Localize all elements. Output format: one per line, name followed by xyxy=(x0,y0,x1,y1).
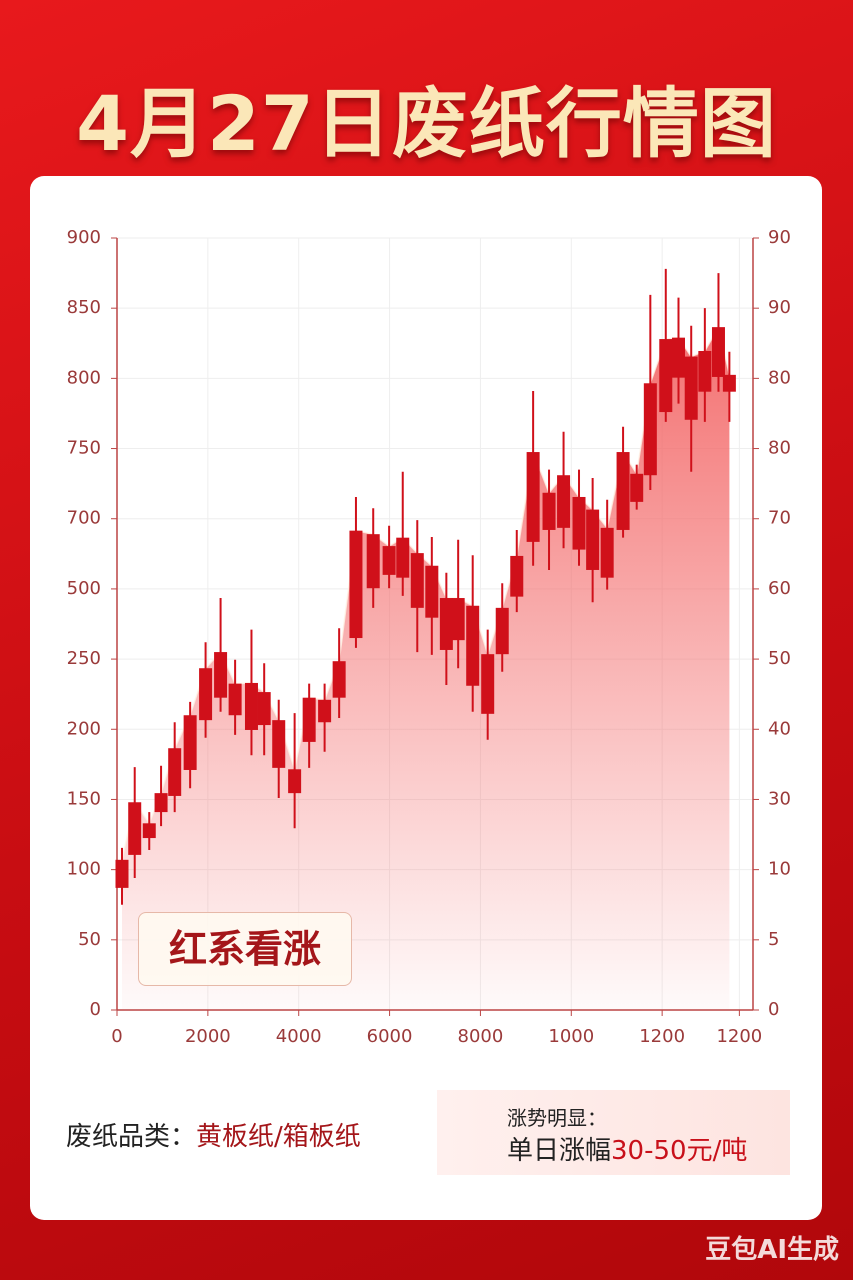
candle-body xyxy=(183,715,197,770)
y-tick-label: 900 xyxy=(67,227,101,248)
area xyxy=(122,327,730,1011)
candle-body xyxy=(228,683,242,716)
candle-body xyxy=(671,337,685,378)
y2-tick-label: 10 xyxy=(768,859,791,880)
title: 4月27日废纸行情图 xyxy=(76,79,777,168)
category-line: 废纸品类：黄板纸/箱板纸 xyxy=(66,1116,361,1153)
candle-body xyxy=(128,802,142,855)
y-tick-label: 200 xyxy=(67,718,101,739)
candle-body xyxy=(466,605,480,686)
candle-body xyxy=(214,652,228,698)
y2-tick-label: 90 xyxy=(768,297,791,318)
candle-body xyxy=(526,452,540,542)
trend-box: 涨势明显： 单日涨幅30-50元/吨 xyxy=(437,1090,790,1175)
y2-tick-label: 40 xyxy=(768,718,791,739)
trend-label: 涨势明显： xyxy=(507,1106,607,1130)
y2-tick-label: 70 xyxy=(768,508,791,529)
candle-body xyxy=(168,748,182,796)
x-tick-label: 1200 xyxy=(716,1026,762,1047)
candle-body xyxy=(586,509,600,570)
x-tick-label: 4000 xyxy=(276,1026,322,1047)
y2-tick-label: 80 xyxy=(768,438,791,459)
candle-body xyxy=(510,555,524,597)
candle-body xyxy=(142,823,156,839)
y2-tick-label: 50 xyxy=(768,648,791,669)
x-tick-label: 2000 xyxy=(185,1026,231,1047)
candle-body xyxy=(711,327,725,377)
candle-body xyxy=(722,374,736,392)
y-tick-label: 100 xyxy=(67,859,101,880)
candle-body xyxy=(115,859,129,888)
candle-body xyxy=(630,473,644,502)
trend-line: 单日涨幅30-50元/吨 xyxy=(507,1130,747,1167)
y2-tick-label: 0 xyxy=(768,999,779,1020)
trend-prefix: 单日涨幅 xyxy=(507,1136,612,1166)
candle-body xyxy=(199,668,213,721)
x-tick-label: 6000 xyxy=(367,1026,413,1047)
candle-body xyxy=(332,661,346,698)
candle-body xyxy=(542,492,556,530)
y-tick-label: 150 xyxy=(67,788,101,809)
candle-body xyxy=(643,383,657,476)
x-tick-label: 8000 xyxy=(458,1026,504,1047)
candle-body xyxy=(288,769,302,794)
candle-body xyxy=(616,452,630,530)
trend-value: 30-50元/吨 xyxy=(611,1136,748,1166)
y2-tick-label: 5 xyxy=(768,929,779,950)
candle-body xyxy=(318,699,332,723)
y-tick-label: 700 xyxy=(67,508,101,529)
candle-body xyxy=(572,496,586,550)
candle-body xyxy=(349,530,363,639)
y-tick-label: 750 xyxy=(67,438,101,459)
y2-tick-label: 80 xyxy=(768,367,791,388)
candle-body xyxy=(495,607,509,655)
candle-body xyxy=(302,697,316,742)
candle-body xyxy=(451,598,465,641)
x-tick-label: 1200 xyxy=(639,1026,685,1047)
candle-body xyxy=(396,537,410,578)
candle-body xyxy=(698,350,712,392)
candle-body xyxy=(425,565,439,618)
y-tick-label: 800 xyxy=(67,367,101,388)
candle-body xyxy=(382,546,396,575)
y-tick-label: 50 xyxy=(78,929,101,950)
y2-tick-label: 30 xyxy=(768,788,791,809)
candle-body xyxy=(600,527,614,578)
y-tick-label: 850 xyxy=(67,297,101,318)
candle-body xyxy=(481,654,495,714)
candle-body xyxy=(244,682,258,730)
annotation-badge: 红系看涨 xyxy=(138,912,352,986)
category-label: 废纸品类： xyxy=(66,1122,197,1152)
candle-body xyxy=(410,553,424,608)
candle-body xyxy=(684,356,698,420)
candle-body xyxy=(439,598,453,650)
x-tick-label: 1000 xyxy=(548,1026,594,1047)
candle-body xyxy=(366,534,380,589)
y-tick-label: 250 xyxy=(67,648,101,669)
y2-tick-label: 60 xyxy=(768,578,791,599)
candle-body xyxy=(659,339,673,413)
candle-body xyxy=(557,475,571,528)
candle-body xyxy=(257,692,271,726)
watermark: 豆包AI生成 xyxy=(705,1235,839,1265)
x-tick-label: 0 xyxy=(111,1026,122,1047)
y2-tick-label: 90 xyxy=(768,227,791,248)
category-value: 黄板纸/箱板纸 xyxy=(196,1122,361,1152)
candle-body xyxy=(272,720,286,768)
candle-body xyxy=(154,793,168,813)
y-tick-label: 0 xyxy=(90,999,101,1020)
y-tick-label: 500 xyxy=(67,578,101,599)
